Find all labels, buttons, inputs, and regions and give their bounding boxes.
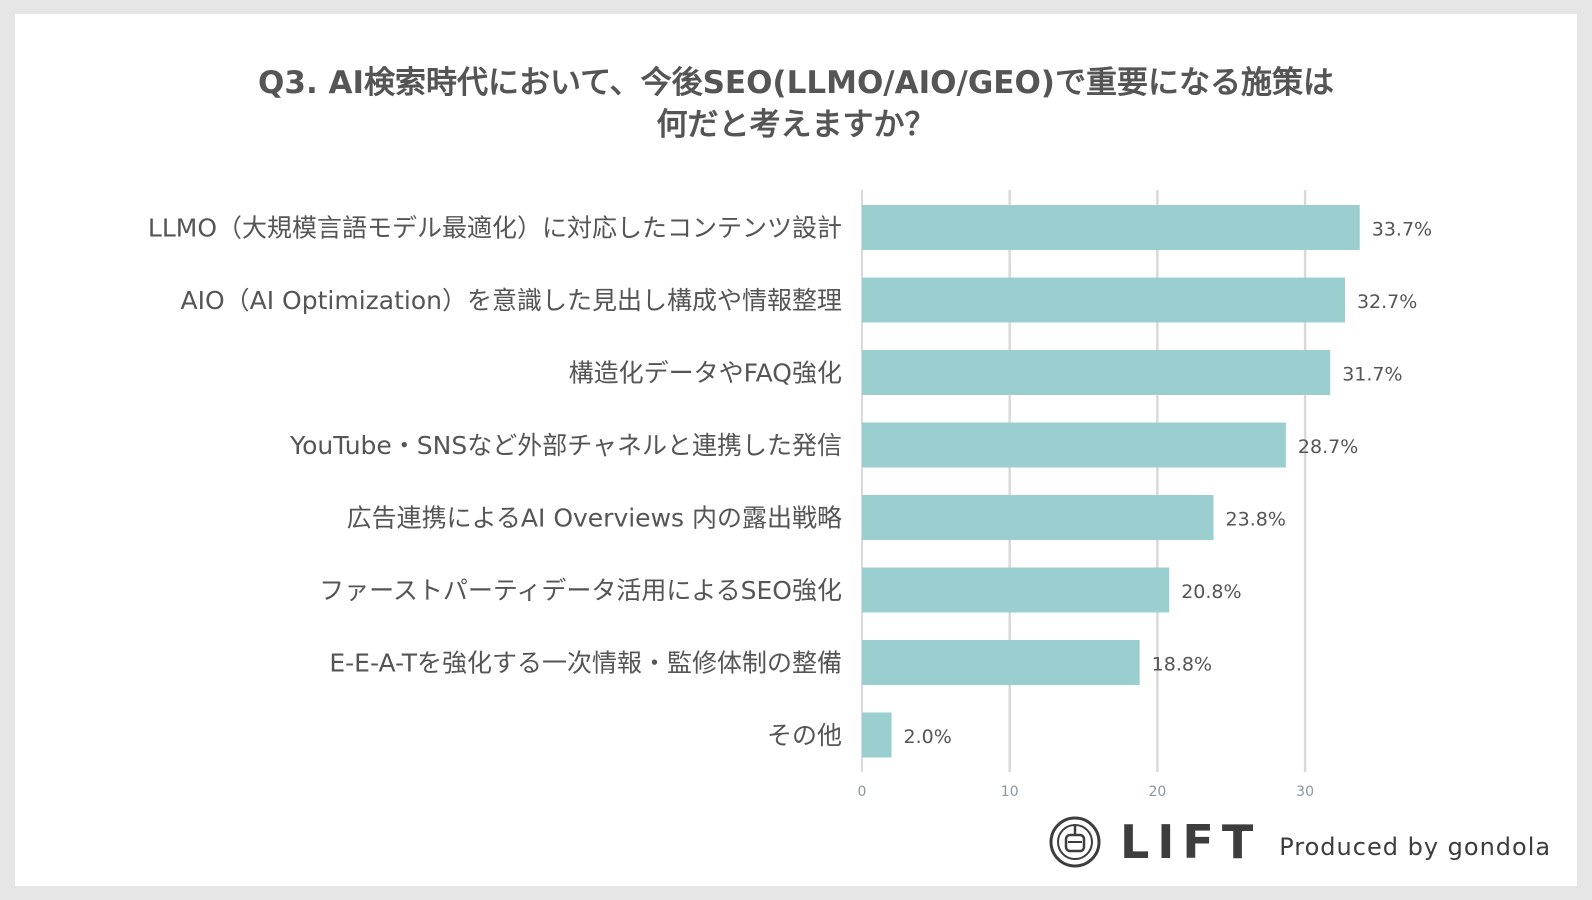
- bar: [862, 495, 1214, 540]
- category-label: E-E-A-Tを強化する一次情報・監修体制の整備: [329, 649, 842, 678]
- chart-card: [15, 14, 1577, 886]
- footer-logo: LIFT Produced by gondola: [1048, 812, 1551, 872]
- x-tick-label: 30: [1296, 784, 1314, 800]
- value-label: 23.8%: [1226, 509, 1286, 531]
- bar: [862, 205, 1360, 250]
- value-label: 33.7%: [1372, 219, 1432, 241]
- brand-name: LIFT: [1120, 815, 1262, 869]
- value-label: 2.0%: [904, 726, 952, 748]
- value-label: 31.7%: [1342, 364, 1402, 386]
- value-label: 28.7%: [1298, 436, 1358, 458]
- x-tick-label: 10: [1001, 784, 1019, 800]
- gondola-icon: [1049, 816, 1101, 868]
- x-tick-label: 20: [1148, 784, 1166, 800]
- produced-by-text: Produced by gondola: [1279, 833, 1552, 861]
- category-label: AIO（AI Optimization）を意識した見出し構成や情報整理: [180, 286, 842, 315]
- value-label: 18.8%: [1152, 654, 1212, 676]
- category-label: 広告連携によるAI Overviews 内の露出戦略: [347, 504, 842, 533]
- bar: [862, 567, 1170, 613]
- category-label: 構造化データやFAQ強化: [569, 359, 842, 388]
- category-label: YouTube・SNSなど外部チャネルと連携した発信: [289, 431, 842, 460]
- value-label: 32.7%: [1357, 291, 1417, 313]
- x-tick-label: 0: [858, 784, 867, 800]
- bar: [862, 277, 1345, 323]
- category-label: LLMO（大規模言語モデル最適化）に対応したコンテンツ設計: [148, 214, 842, 243]
- bar: [862, 640, 1140, 685]
- bar: [862, 712, 892, 758]
- chart-title: Q3. AI検索時代において、今後SEO(LLMO/AIO/GEO)で重要になる…: [258, 65, 1334, 143]
- value-label: 20.8%: [1181, 581, 1241, 603]
- bar: [862, 350, 1331, 395]
- category-label: その他: [767, 721, 842, 750]
- category-label: ファーストパーティデータ活用によるSEO強化: [319, 576, 842, 605]
- bar: [862, 422, 1286, 468]
